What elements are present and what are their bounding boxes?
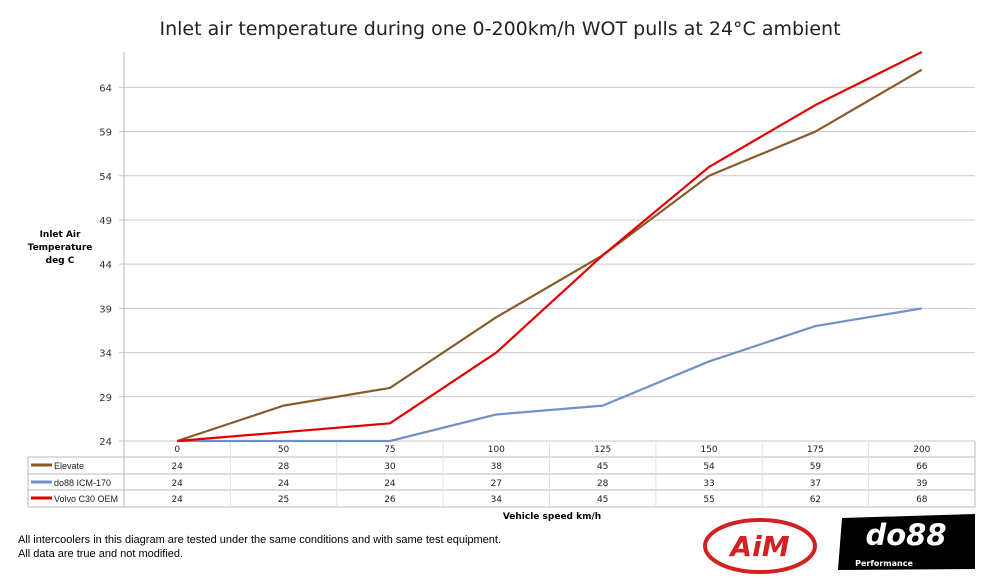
- x-tick-label: 50: [278, 445, 290, 455]
- table-value: 62: [810, 495, 821, 505]
- table-value: 45: [597, 462, 608, 472]
- y-axis-label: Temperature: [28, 243, 93, 253]
- table-value: 24: [171, 479, 183, 489]
- y-tick-label: 39: [99, 304, 112, 315]
- table-value: 30: [384, 462, 396, 472]
- x-tick-label: 0: [174, 445, 180, 455]
- table-value: 24: [384, 479, 396, 489]
- x-axis-label: Vehicle speed km/h: [503, 512, 601, 522]
- table-value: 28: [597, 479, 609, 489]
- series-line-elevate: [176, 68, 923, 443]
- y-tick-label: 24: [99, 437, 112, 448]
- y-tick-label: 54: [99, 172, 112, 183]
- series-line-do88-icm-170: [177, 307, 922, 443]
- table-value: 39: [916, 479, 928, 489]
- y-tick-label: 49: [99, 216, 112, 227]
- table-value: 33: [703, 479, 714, 489]
- x-tick-label: 75: [384, 445, 395, 455]
- table-value: 54: [703, 462, 715, 472]
- y-tick-label: 44: [99, 260, 112, 271]
- table-value: 24: [278, 479, 290, 489]
- y-axis-label: deg C: [46, 256, 75, 266]
- table-value: 34: [491, 495, 503, 505]
- table-value: 37: [810, 479, 821, 489]
- table-value: 24: [171, 495, 183, 505]
- table-value: 66: [916, 462, 928, 472]
- x-tick-label: 175: [807, 445, 824, 455]
- legend-label: do88 ICM-170: [54, 478, 111, 488]
- y-tick-label: 59: [99, 128, 112, 139]
- legend-label: Volvo C30 OEM: [54, 494, 118, 504]
- table-value: 38: [491, 462, 503, 472]
- table-value: 28: [278, 462, 290, 472]
- y-axis-label: Inlet Air: [40, 230, 81, 240]
- table-value: 55: [703, 495, 714, 505]
- x-tick-label: 100: [488, 445, 505, 455]
- table-value: 59: [810, 462, 822, 472]
- x-tick-label: 200: [913, 445, 930, 455]
- table-value: 68: [916, 495, 928, 505]
- table-value: 45: [597, 495, 608, 505]
- y-tick-label: 64: [99, 83, 112, 94]
- x-tick-label: 125: [594, 445, 611, 455]
- legend-label: Elevate: [54, 461, 84, 471]
- note-line-2: All data are true and not modified.: [18, 548, 184, 560]
- y-tick-label: 29: [99, 393, 112, 404]
- x-tick-label: 150: [700, 445, 717, 455]
- table-value: 26: [384, 495, 396, 505]
- table-value: 27: [491, 479, 502, 489]
- note-line-1: All intercoolers in this diagram are tes…: [18, 534, 502, 546]
- table-value: 24: [171, 462, 183, 472]
- chart-title: Inlet air temperature during one 0-200km…: [159, 18, 840, 40]
- table-value: 25: [278, 495, 289, 505]
- y-tick-label: 34: [99, 349, 112, 360]
- series-line-volvo-c30-oem: [177, 51, 923, 443]
